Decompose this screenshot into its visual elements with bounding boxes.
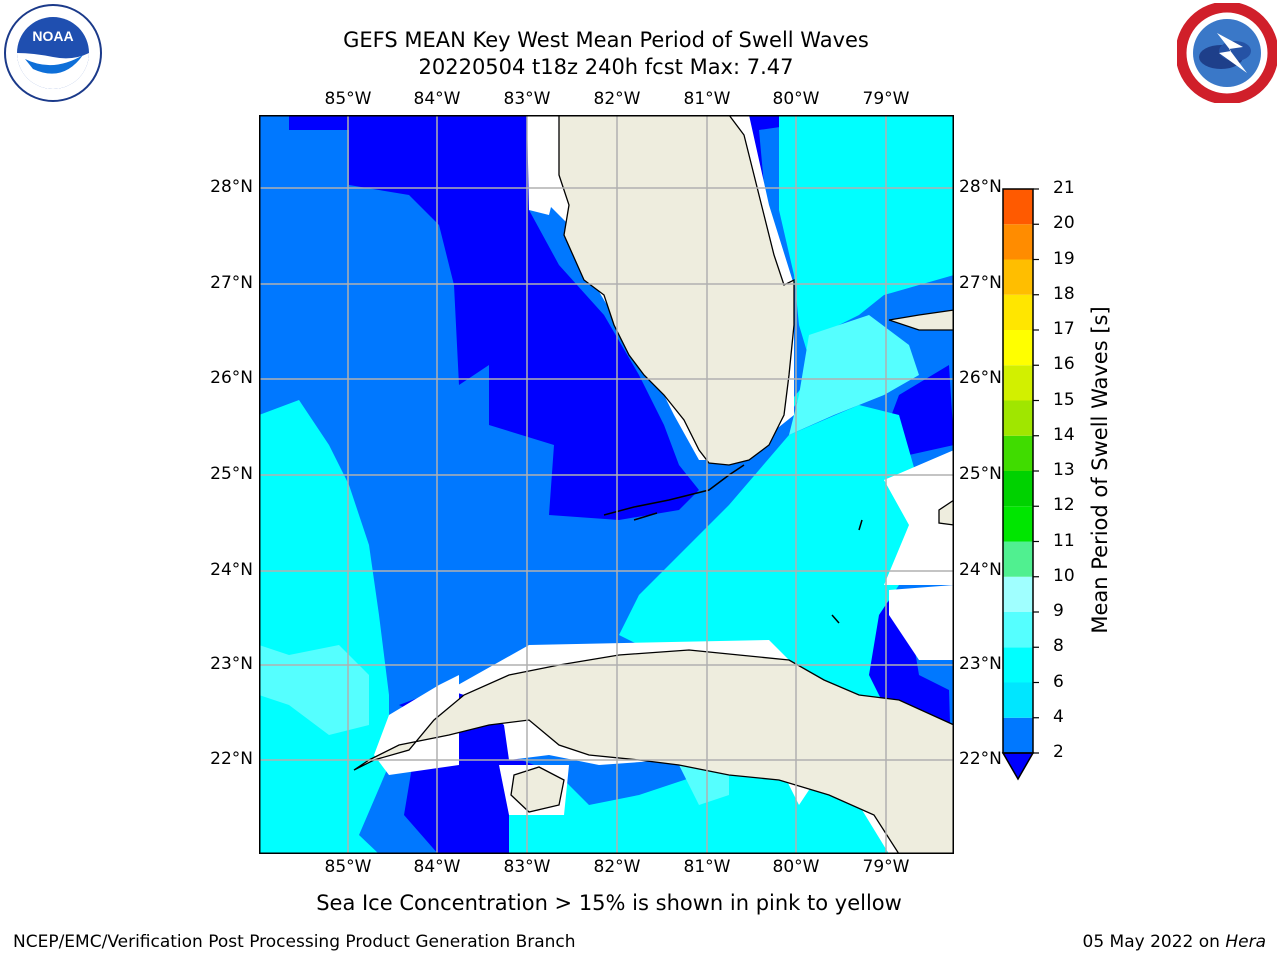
colorbar-band (1003, 471, 1033, 507)
lat-label-left: 28°N (210, 177, 253, 197)
colorbar-band (1003, 647, 1033, 683)
lon-label-bottom: 82°W (593, 857, 641, 877)
lon-label-top: 84°W (413, 89, 461, 109)
isle-of-youth (510, 766, 565, 813)
colorbar-tick-label: 17 (1053, 319, 1075, 339)
lat-label-right: 23°N (959, 654, 1002, 674)
footer-date: 05 May 2022 on Hera (1083, 932, 1267, 952)
lon-label-top: 80°W (772, 89, 820, 109)
lon-label-top: 85°W (324, 89, 372, 109)
colorbar (1001, 188, 1039, 781)
colorbar-band (1003, 576, 1033, 612)
lat-label-left: 26°N (210, 368, 253, 388)
colorbar-tick-label: 14 (1053, 424, 1075, 445)
colorbar-tick-label: 15 (1053, 389, 1075, 410)
colorbar-tick-label: 4 (1053, 706, 1064, 727)
map-canvas (259, 115, 954, 854)
lat-label-right: 26°N (959, 368, 1002, 388)
colorbar-band (1003, 400, 1033, 436)
florida-keys (603, 464, 863, 624)
bahamas-grand-bahama (888, 309, 954, 331)
colorbar-band (1003, 612, 1033, 648)
footer-credit: NCEP/EMC/Verification Post Processing Pr… (13, 932, 576, 952)
colorbar-tick-label: 18 (1053, 283, 1075, 304)
colorbar-band (1003, 294, 1033, 330)
colorbar-band (1003, 224, 1033, 260)
colorbar-tick-label: 19 (1053, 248, 1075, 269)
lat-label-left: 27°N (210, 273, 253, 293)
lat-label-right: 22°N (959, 749, 1002, 769)
colorbar-band (1003, 330, 1033, 366)
colorbar-tick-label: 20 (1053, 213, 1075, 234)
map-title: GEFS MEAN Key West Mean Period of Swell … (343, 28, 869, 52)
lat-label-right: 27°N (959, 273, 1002, 293)
lon-label-bottom: 84°W (413, 857, 461, 877)
map-subtitle: 20220504 t18z 240h fcst Max: 7.47 (418, 55, 794, 79)
cuba (353, 649, 954, 854)
bahamas-andros (938, 499, 954, 526)
lat-label-right: 28°N (959, 177, 1002, 197)
lon-label-bottom: 79°W (862, 857, 910, 877)
footer-date-text: 05 May 2022 on (1082, 932, 1220, 952)
lon-label-bottom: 83°W (503, 857, 551, 877)
colorbar-extend-low (1001, 752, 1035, 781)
colorbar-band (1003, 506, 1033, 542)
noaa-logo-text: NOAA (32, 28, 73, 44)
swell-4-6-regions (259, 115, 954, 854)
lat-label-left: 23°N (210, 654, 253, 674)
lat-label-left: 25°N (210, 464, 253, 484)
lon-label-bottom: 85°W (324, 857, 372, 877)
colorbar-tick-label: 9 (1053, 601, 1064, 621)
colorbar-band (1003, 365, 1033, 401)
colorbar-tick-label: 12 (1053, 495, 1075, 516)
lat-label-left: 24°N (210, 560, 253, 580)
lon-label-bottom: 80°W (772, 857, 820, 877)
lon-label-top: 83°W (503, 89, 551, 109)
lat-label-right: 25°N (959, 464, 1002, 484)
graticule (259, 115, 954, 854)
lon-label-top: 79°W (862, 89, 910, 109)
colorbar-tick-label: 2 (1053, 742, 1064, 762)
colorbar-band (1003, 259, 1033, 295)
colorbar-tick-label: 11 (1053, 530, 1075, 551)
nws-logo (1177, 3, 1277, 103)
footer-host: Hera (1225, 932, 1266, 952)
map-frame (259, 115, 954, 854)
colorbar-tick-label: 8 (1053, 636, 1064, 657)
colorbar-title: Mean Period of Swell Waves [s] (1088, 306, 1112, 634)
colorbar-tick-label: 10 (1053, 565, 1075, 586)
colorbar-tick-label: 6 (1053, 671, 1064, 692)
colorbar-band (1003, 717, 1033, 753)
colorbar-band (1003, 435, 1033, 471)
lat-label-right: 24°N (959, 560, 1002, 580)
colorbar-tick-label: 13 (1053, 460, 1075, 480)
colorbar-tick-label: 21 (1053, 178, 1075, 198)
colorbar-band (1003, 682, 1033, 718)
lon-label-top: 81°W (683, 89, 731, 109)
colorbar-band (1003, 541, 1033, 577)
lat-label-left: 22°N (210, 749, 253, 769)
noaa-logo: NOAA (4, 4, 102, 102)
colorbar-band (1003, 189, 1033, 225)
lon-label-bottom: 81°W (683, 857, 731, 877)
colorbar-tick-label: 16 (1053, 354, 1075, 375)
lon-label-top: 82°W (593, 89, 641, 109)
sea-ice-note: Sea Ice Concentration > 15% is shown in … (316, 891, 902, 915)
